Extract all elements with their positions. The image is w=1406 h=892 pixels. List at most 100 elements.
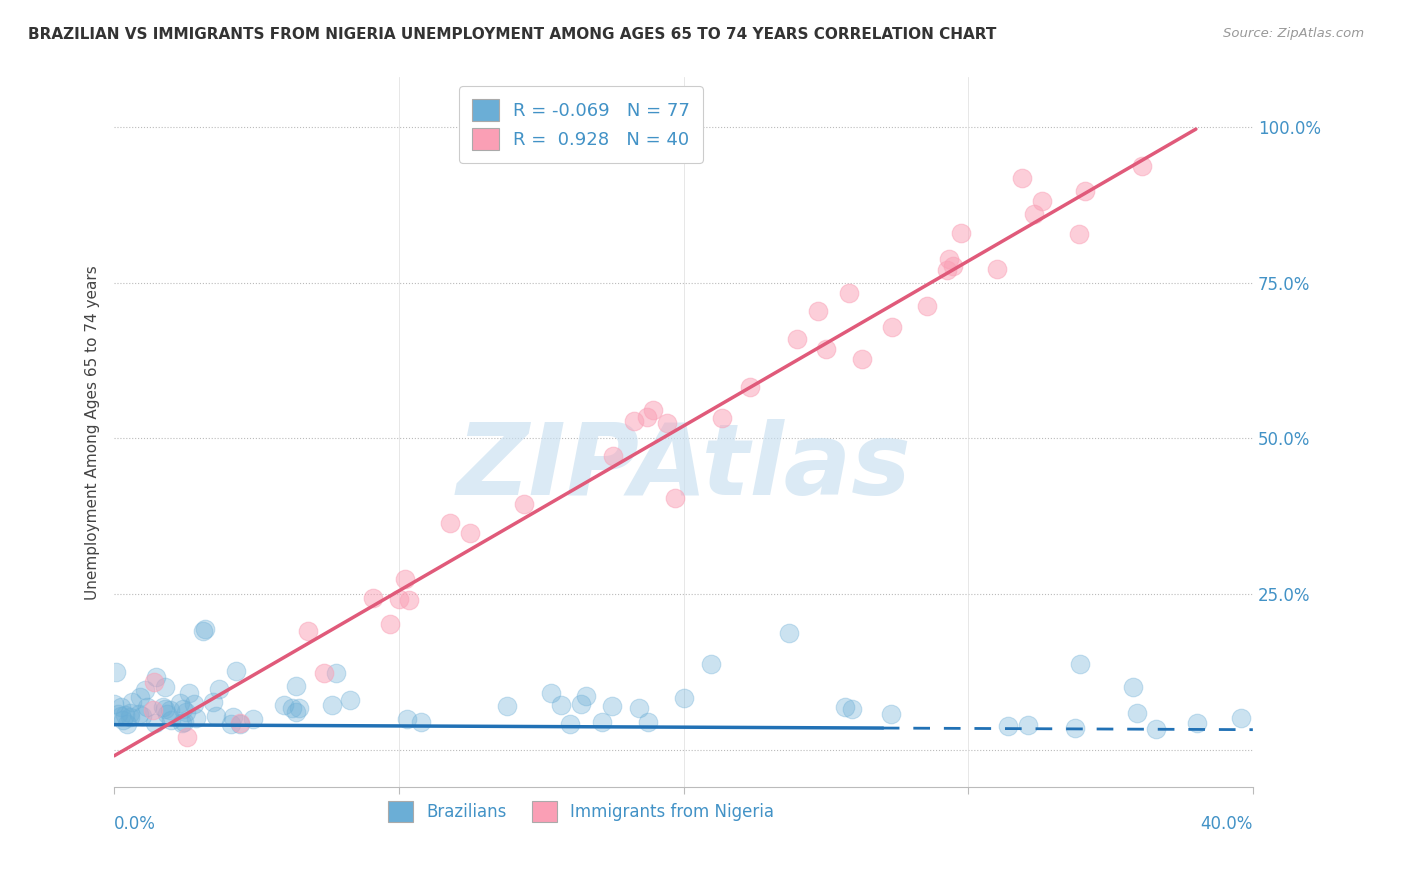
Text: ZIPAtlas: ZIPAtlas — [456, 419, 911, 516]
Point — [111, 714, 134, 728]
Point — [143, 716, 166, 731]
Point — [321, 698, 343, 713]
Point — [496, 698, 519, 713]
Point — [591, 715, 613, 730]
Point — [128, 690, 150, 704]
Point — [1031, 194, 1053, 208]
Point — [636, 410, 658, 425]
Y-axis label: Unemployment Among Ages 65 to 74 years: Unemployment Among Ages 65 to 74 years — [86, 265, 100, 599]
Text: BRAZILIAN VS IMMIGRANTS FROM NIGERIA UNEMPLOYMENT AMONG AGES 65 TO 74 YEARS CORR: BRAZILIAN VS IMMIGRANTS FROM NIGERIA UNE… — [28, 27, 997, 42]
Point — [986, 262, 1008, 277]
Point — [942, 259, 965, 273]
Point — [142, 703, 165, 717]
Point — [710, 410, 733, 425]
Point — [550, 698, 572, 712]
Point — [396, 712, 419, 726]
Point — [1063, 721, 1085, 735]
Point — [1187, 716, 1209, 731]
Point — [145, 670, 167, 684]
Point — [155, 680, 177, 694]
Point — [641, 403, 664, 417]
Point — [602, 699, 624, 714]
Point — [569, 697, 592, 711]
Point — [201, 695, 224, 709]
Point — [950, 226, 973, 240]
Point — [208, 682, 231, 697]
Point — [107, 707, 129, 722]
Point — [103, 697, 125, 711]
Point — [628, 700, 651, 714]
Point — [176, 730, 198, 744]
Point — [838, 285, 860, 300]
Point — [409, 714, 432, 729]
Point — [159, 703, 181, 717]
Point — [104, 665, 127, 680]
Point — [915, 299, 938, 313]
Point — [439, 516, 461, 530]
Point — [205, 709, 228, 723]
Point — [229, 715, 252, 730]
Point — [778, 625, 800, 640]
Point — [117, 717, 139, 731]
Point — [851, 352, 873, 367]
Point — [841, 702, 863, 716]
Point — [222, 709, 245, 723]
Point — [637, 714, 659, 729]
Point — [1144, 722, 1167, 736]
Point — [540, 685, 562, 699]
Point — [655, 417, 678, 431]
Point — [1130, 159, 1153, 173]
Point — [834, 699, 856, 714]
Point — [700, 657, 723, 671]
Point — [114, 708, 136, 723]
Point — [361, 591, 384, 605]
Point — [880, 319, 903, 334]
Text: Source: ZipAtlas.com: Source: ZipAtlas.com — [1223, 27, 1364, 40]
Point — [121, 695, 143, 709]
Point — [242, 712, 264, 726]
Point — [312, 665, 335, 680]
Point — [1022, 207, 1045, 221]
Point — [177, 686, 200, 700]
Point — [142, 674, 165, 689]
Point — [997, 719, 1019, 733]
Text: 0.0%: 0.0% — [114, 815, 156, 833]
Point — [159, 713, 181, 727]
Point — [136, 699, 159, 714]
Legend: Brazilians, Immigrants from Nigeria: Brazilians, Immigrants from Nigeria — [381, 795, 780, 829]
Point — [458, 526, 481, 541]
Point — [378, 617, 401, 632]
Point — [1069, 657, 1091, 672]
Point — [664, 491, 686, 505]
Point — [807, 304, 830, 318]
Point — [183, 697, 205, 711]
Point — [281, 701, 304, 715]
Point — [388, 592, 411, 607]
Point — [156, 707, 179, 722]
Point — [513, 497, 536, 511]
Point — [118, 706, 141, 721]
Point — [134, 683, 156, 698]
Point — [1017, 717, 1039, 731]
Point — [155, 702, 177, 716]
Point — [128, 707, 150, 722]
Point — [225, 664, 247, 678]
Text: 40.0%: 40.0% — [1201, 815, 1253, 833]
Point — [398, 593, 420, 607]
Point — [740, 380, 762, 394]
Point — [193, 624, 215, 638]
Point — [394, 573, 416, 587]
Point — [219, 717, 242, 731]
Point — [297, 624, 319, 638]
Point — [174, 705, 197, 719]
Point — [186, 711, 208, 725]
Point — [623, 413, 645, 427]
Point — [169, 696, 191, 710]
Point — [325, 666, 347, 681]
Point — [285, 705, 308, 719]
Point — [1074, 184, 1097, 198]
Point — [575, 689, 598, 703]
Point — [172, 702, 194, 716]
Point — [118, 710, 141, 724]
Point — [936, 263, 959, 277]
